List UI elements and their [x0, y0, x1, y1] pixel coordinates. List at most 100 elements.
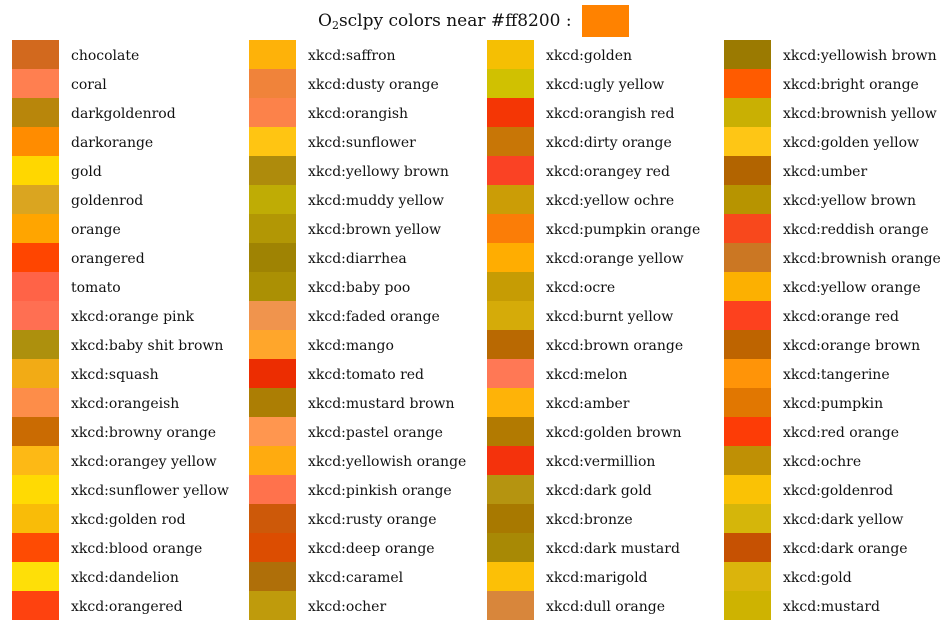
color-swatch: [12, 562, 59, 591]
color-column: xkcd:yellowish brown xkcd:bright orange xk…: [724, 40, 950, 620]
color-name-label: orangered: [71, 251, 145, 267]
color-name-label: xkcd:yellowish orange: [308, 454, 467, 470]
color-column: chocolate coral darkgoldenrod darkorange gol…: [12, 40, 249, 620]
color-entry: xkcd:brown yellow: [249, 214, 486, 243]
color-name-label: tomato: [71, 280, 121, 296]
color-swatch: [12, 272, 59, 301]
color-entry: xkcd:orangish: [249, 98, 486, 127]
color-swatch: [249, 446, 296, 475]
color-name-label: xkcd:saffron: [308, 48, 396, 64]
color-swatch: [487, 127, 534, 156]
color-entry: xkcd:muddy yellow: [249, 185, 486, 214]
color-swatch: [249, 272, 296, 301]
color-swatch: [724, 156, 771, 185]
color-name-label: xkcd:gold: [783, 570, 852, 586]
color-swatch: [724, 330, 771, 359]
color-name-label: xkcd:caramel: [308, 570, 404, 586]
color-entry: xkcd:yellowish orange: [249, 446, 486, 475]
color-name-label: xkcd:dark mustard: [546, 541, 680, 557]
color-swatch: [724, 69, 771, 98]
color-name-label: xkcd:brown yellow: [308, 222, 441, 238]
color-swatch: [12, 446, 59, 475]
color-name-label: xkcd:baby shit brown: [71, 338, 224, 354]
color-name-label: xkcd:diarrhea: [308, 251, 407, 267]
color-name-label: xkcd:marigold: [546, 570, 648, 586]
color-name-label: xkcd:ocre: [546, 280, 616, 296]
color-swatch: [724, 214, 771, 243]
color-swatch: [249, 388, 296, 417]
color-entry: xkcd:blood orange: [12, 533, 249, 562]
color-entry: xkcd:amber: [487, 388, 724, 417]
color-swatch: [487, 214, 534, 243]
color-name-label: xkcd:yellow orange: [783, 280, 921, 296]
color-swatch: [487, 417, 534, 446]
color-entry: tomato: [12, 272, 249, 301]
color-name-label: xkcd:orangish red: [546, 106, 675, 122]
color-entry: xkcd:marigold: [487, 562, 724, 591]
color-name-label: xkcd:ocher: [308, 599, 387, 615]
color-swatch: [487, 156, 534, 185]
color-swatch: [724, 475, 771, 504]
color-swatch: [249, 359, 296, 388]
color-entry: xkcd:pumpkin orange: [487, 214, 724, 243]
color-name-label: xkcd:golden brown: [546, 425, 682, 441]
color-swatch: [724, 417, 771, 446]
color-swatch: [249, 69, 296, 98]
color-swatch: [487, 301, 534, 330]
color-entry: xkcd:sunflower yellow: [12, 475, 249, 504]
color-entry: xkcd:ocher: [249, 591, 486, 620]
color-entry: xkcd:brownish orange: [724, 243, 950, 272]
color-name-label: xkcd:reddish orange: [783, 222, 929, 238]
color-swatch: [12, 475, 59, 504]
title-suffix: sclpy colors near #ff8200 :: [338, 11, 572, 31]
color-swatch: [487, 98, 534, 127]
color-swatch: [249, 504, 296, 533]
color-name-label: xkcd:orange brown: [783, 338, 921, 354]
color-swatch: [724, 301, 771, 330]
color-name-label: xkcd:mustard brown: [308, 396, 455, 412]
color-name-label: xkcd:pinkish orange: [308, 483, 452, 499]
color-name-label: darkgoldenrod: [71, 106, 176, 122]
title-subscript: 2: [331, 19, 339, 32]
color-entry: xkcd:saffron: [249, 40, 486, 69]
color-name-label: xkcd:orangered: [71, 599, 183, 615]
color-swatch: [12, 156, 59, 185]
color-entry: xkcd:faded orange: [249, 301, 486, 330]
color-entry: xkcd:dull orange: [487, 591, 724, 620]
color-name-label: xkcd:goldenrod: [783, 483, 894, 499]
color-swatch: [249, 533, 296, 562]
color-entry: xkcd:pumpkin: [724, 388, 950, 417]
color-entry: xkcd:golden: [487, 40, 724, 69]
color-entry: xkcd:orangey red: [487, 156, 724, 185]
color-entry: xkcd:golden yellow: [724, 127, 950, 156]
color-name-label: xkcd:dull orange: [546, 599, 666, 615]
color-entry: xkcd:mango: [249, 330, 486, 359]
color-entry: xkcd:gold: [724, 562, 950, 591]
color-name-label: chocolate: [71, 48, 140, 64]
color-entry: xkcd:caramel: [249, 562, 486, 591]
color-name-label: xkcd:squash: [71, 367, 159, 383]
color-swatch: [249, 214, 296, 243]
color-swatch: [249, 156, 296, 185]
color-entry: xkcd:baby poo: [249, 272, 486, 301]
color-swatch: [12, 533, 59, 562]
color-swatch: [12, 417, 59, 446]
color-swatch: [249, 562, 296, 591]
color-name-label: xkcd:sunflower: [308, 135, 416, 151]
color-name-label: xkcd:mango: [308, 338, 394, 354]
color-entry: xkcd:dusty orange: [249, 69, 486, 98]
color-swatch: [724, 388, 771, 417]
color-entry: xkcd:bright orange: [724, 69, 950, 98]
color-entry: xkcd:melon: [487, 359, 724, 388]
color-entry: goldenrod: [12, 185, 249, 214]
color-name-label: xkcd:orange red: [783, 309, 900, 325]
color-swatch: [487, 533, 534, 562]
color-name-label: xkcd:golden: [546, 48, 633, 64]
color-entry: xkcd:sunflower: [249, 127, 486, 156]
color-swatch: [12, 359, 59, 388]
color-name-label: xkcd:dark yellow: [783, 512, 904, 528]
color-swatch: [487, 475, 534, 504]
color-entry: xkcd:tangerine: [724, 359, 950, 388]
color-name-label: xkcd:muddy yellow: [308, 193, 445, 209]
color-name-label: xkcd:bronze: [546, 512, 633, 528]
